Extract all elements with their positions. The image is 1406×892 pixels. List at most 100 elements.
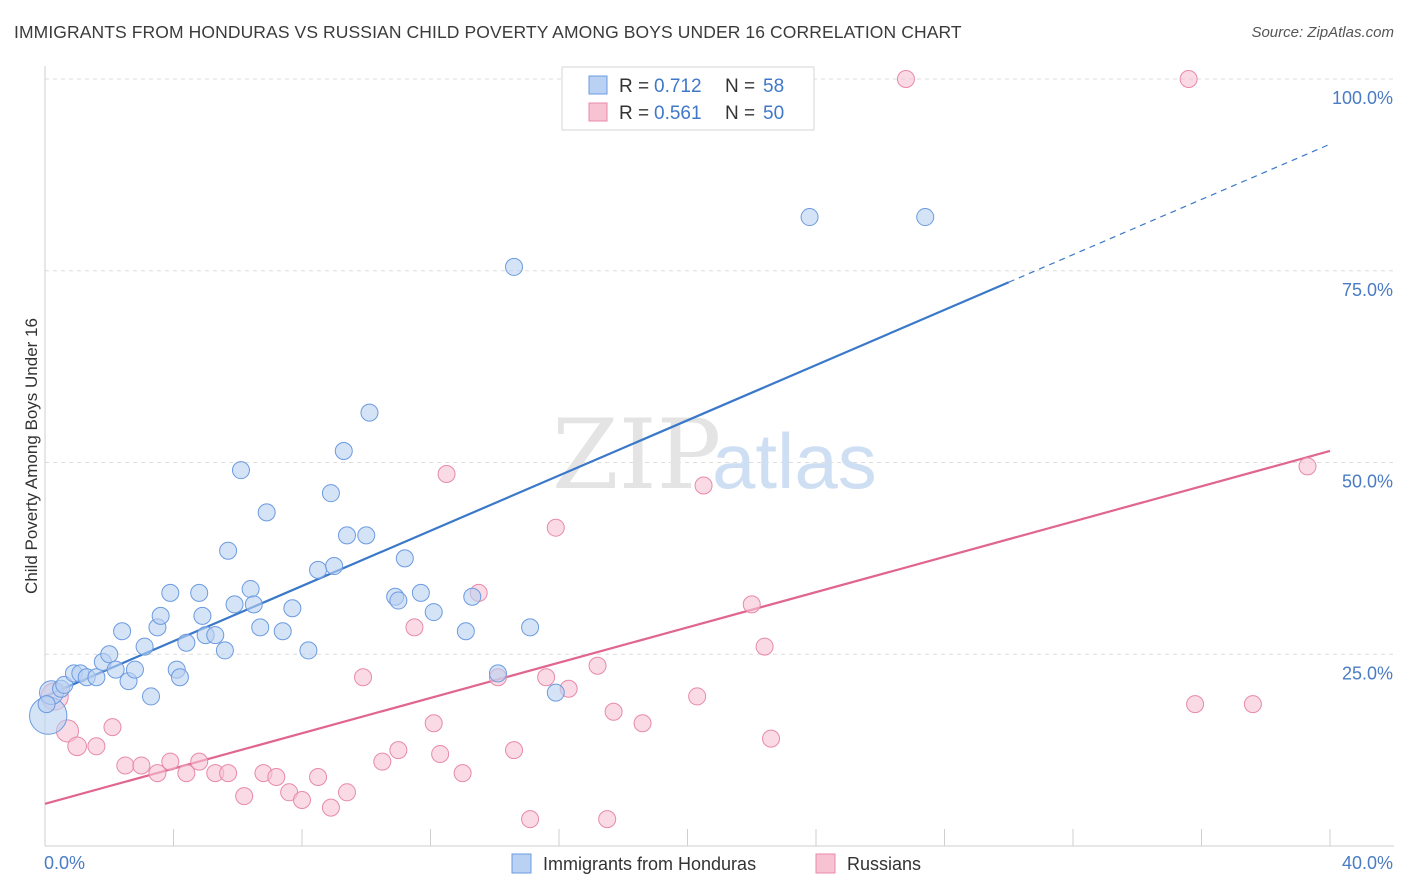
honduras-point xyxy=(142,687,161,706)
russians-point xyxy=(219,764,238,783)
honduras-point xyxy=(135,637,154,656)
bottom-legend-label-russians: Russians xyxy=(847,854,921,874)
honduras-point xyxy=(800,208,819,227)
russians-point xyxy=(309,767,328,786)
russians-point xyxy=(161,752,180,771)
honduras-point xyxy=(225,595,244,614)
honduras-point xyxy=(177,633,196,652)
x-tick-label: 0.0% xyxy=(44,853,85,873)
russians-point xyxy=(293,790,311,809)
honduras-point xyxy=(334,441,353,460)
bottom-legend-label-honduras: Immigrants from Honduras xyxy=(543,854,756,874)
russians-point xyxy=(588,656,607,675)
russians-point xyxy=(1186,695,1205,714)
honduras-point xyxy=(389,591,408,610)
honduras-point xyxy=(488,664,507,683)
legend-swatch-honduras xyxy=(588,75,608,95)
honduras-point xyxy=(113,622,132,641)
honduras-point xyxy=(219,541,238,560)
russians-point xyxy=(537,668,556,687)
russians-point xyxy=(373,752,392,771)
correlation-legend: R = 0.712 N = 58 R = 0.561 N = 50 xyxy=(561,66,815,131)
russians-point xyxy=(116,756,135,775)
russians-point xyxy=(267,767,286,786)
honduras-point xyxy=(151,606,170,625)
data-points xyxy=(29,70,1317,829)
russians-point xyxy=(598,810,617,829)
legend-r-value-2: 0.561 xyxy=(654,103,702,124)
honduras-point xyxy=(395,549,414,568)
russians-point xyxy=(177,764,196,783)
y-tick-label: 100.0% xyxy=(1332,88,1393,108)
watermark-atlas: atlas xyxy=(712,417,877,505)
honduras-point xyxy=(463,587,482,606)
y-axis-label: Child Poverty Among Boys Under 16 xyxy=(22,318,41,594)
honduras-point xyxy=(325,557,344,576)
bottom-legend-swatch-russians xyxy=(815,853,836,874)
honduras-point xyxy=(360,403,379,422)
honduras-point xyxy=(357,526,376,545)
honduras-point xyxy=(546,683,565,702)
russians-point xyxy=(688,687,707,706)
honduras-point xyxy=(161,583,180,602)
honduras-point xyxy=(456,622,475,641)
russians-trend-line xyxy=(44,449,1331,805)
russians-point xyxy=(87,737,106,756)
russians-point xyxy=(505,741,524,760)
russians-point xyxy=(742,595,761,614)
honduras-point xyxy=(916,208,935,227)
watermark: ZIP atlas xyxy=(552,399,877,511)
series-legend: Immigrants from Honduras Russians xyxy=(511,853,921,874)
y-tick-label: 50.0% xyxy=(1342,472,1393,492)
legend-n-value-1: 58 xyxy=(763,76,784,97)
x-tick-labels: 0.0% 40.0% xyxy=(44,853,1393,873)
russians-point xyxy=(405,618,424,637)
russians-point xyxy=(67,736,87,757)
honduras-point xyxy=(241,580,260,599)
honduras-point xyxy=(505,257,524,276)
legend-r-label-2: R = xyxy=(619,103,649,124)
honduras-point xyxy=(411,583,430,602)
chart-title: IMMIGRANTS FROM HONDURAS VS RUSSIAN CHIL… xyxy=(14,22,962,42)
legend-n-label-2: N = xyxy=(725,103,755,124)
russians-point xyxy=(321,798,340,817)
honduras-trend-extension xyxy=(1008,143,1331,283)
russians-point xyxy=(337,783,356,802)
honduras-point xyxy=(193,606,212,625)
russians-point xyxy=(132,756,151,775)
russians-point xyxy=(1179,70,1198,88)
bottom-legend-swatch-honduras xyxy=(511,853,532,874)
y-tick-label: 25.0% xyxy=(1342,663,1393,683)
honduras-point xyxy=(251,618,270,637)
source-label: Source: ZipAtlas.com xyxy=(1251,24,1394,41)
honduras-point xyxy=(55,675,74,694)
russians-point xyxy=(521,810,540,829)
gridlines xyxy=(45,78,1394,655)
honduras-point xyxy=(321,484,340,503)
honduras-point xyxy=(206,626,225,645)
russians-point xyxy=(424,714,443,733)
russians-point xyxy=(235,787,254,806)
russians-point xyxy=(389,741,408,760)
honduras-point xyxy=(231,461,250,480)
russians-point xyxy=(604,702,623,721)
honduras-point xyxy=(309,560,328,579)
russians-point xyxy=(762,729,781,748)
legend-swatch-russians xyxy=(588,102,608,122)
legend-n-value-2: 50 xyxy=(763,103,784,124)
y-tick-label: 75.0% xyxy=(1342,280,1393,300)
russians-point xyxy=(190,752,209,771)
honduras-point xyxy=(244,595,263,614)
legend-r-label-1: R = xyxy=(619,76,649,97)
honduras-point xyxy=(283,599,302,618)
legend-n-label-1: N = xyxy=(725,76,755,97)
honduras-point xyxy=(521,618,540,637)
russians-point xyxy=(148,764,167,783)
russians-point xyxy=(453,764,472,783)
russians-point xyxy=(694,476,713,495)
russians-point xyxy=(103,718,122,737)
russians-point xyxy=(633,714,652,733)
honduras-point xyxy=(87,668,106,687)
honduras-point xyxy=(273,622,292,641)
